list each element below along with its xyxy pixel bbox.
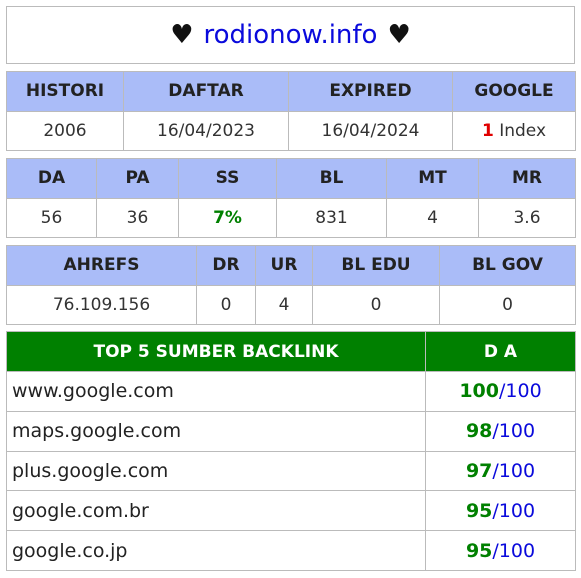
- value-da: 56: [6, 197, 97, 238]
- backlink-da-value: 95: [465, 499, 493, 522]
- header-ss: SS: [178, 158, 277, 199]
- backlink-da: 95/100: [425, 490, 576, 532]
- backlink-da-value: 97: [465, 459, 493, 482]
- backlink-domain[interactable]: google.co.jp: [6, 530, 426, 571]
- header-top-backlinks: TOP 5 SUMBER BACKLINK: [6, 331, 426, 372]
- backlink-da-max: /100: [492, 459, 536, 482]
- google-index-count: 1: [481, 120, 494, 141]
- header-bl-edu: BL EDU: [312, 245, 440, 286]
- site-name[interactable]: rodionow.info: [203, 20, 378, 50]
- value-ur: 4: [255, 284, 313, 325]
- value-ahrefs: 76.109.156: [6, 284, 197, 325]
- backlink-da-max: /100: [492, 539, 536, 562]
- value-ss: 7%: [178, 197, 277, 238]
- header-ahrefs: AHREFS: [6, 245, 197, 286]
- value-expired: 16/04/2024: [288, 110, 453, 151]
- value-bl: 831: [276, 197, 387, 238]
- header-bl-gov: BL GOV: [439, 245, 576, 286]
- header-daftar: DAFTAR: [123, 71, 289, 112]
- value-pa: 36: [96, 197, 179, 238]
- backlink-da-value: 95: [465, 539, 493, 562]
- site-title-box: ♥ rodionow.info ♥: [6, 6, 575, 64]
- header-mt: MT: [386, 158, 479, 199]
- backlink-domain[interactable]: maps.google.com: [6, 410, 426, 452]
- backlink-da: 95/100: [425, 530, 576, 571]
- backlink-da-value: 100: [459, 380, 499, 403]
- header-ur: UR: [255, 245, 313, 286]
- header-da-backlinks: D A: [425, 331, 576, 372]
- ahrefs-metrics-table: AHREFS DR UR BL EDU BL GOV 76.109.156 0 …: [6, 245, 576, 325]
- value-google: 1 Index: [452, 110, 576, 151]
- moz-metrics-table: DA PA SS BL MT MR 56 36 7% 831 4 3.6: [6, 158, 576, 238]
- header-histori: HISTORI: [6, 71, 124, 112]
- heart-icon-left: ♥: [170, 20, 194, 50]
- backlink-domain[interactable]: www.google.com: [6, 371, 426, 412]
- backlink-da: 100/100: [425, 371, 576, 412]
- domain-info-table: HISTORI DAFTAR EXPIRED GOOGLE 2006 16/04…: [6, 71, 576, 151]
- backlink-da-max: /100: [492, 420, 536, 443]
- header-mr: MR: [478, 158, 576, 199]
- backlink-da: 98/100: [425, 410, 576, 452]
- value-bl-gov: 0: [439, 284, 576, 325]
- backlink-table: TOP 5 SUMBER BACKLINK D A www.google.com…: [6, 331, 576, 571]
- value-mr: 3.6: [478, 197, 576, 238]
- value-dr: 0: [196, 284, 256, 325]
- header-da: DA: [6, 158, 97, 199]
- value-mt: 4: [386, 197, 479, 238]
- header-bl: BL: [276, 158, 387, 199]
- header-google: GOOGLE: [452, 71, 576, 112]
- backlink-da-value: 98: [465, 420, 493, 443]
- backlink-domain[interactable]: google.com.br: [6, 490, 426, 532]
- header-expired: EXPIRED: [288, 71, 453, 112]
- google-index-label: Index: [499, 120, 547, 141]
- header-pa: PA: [96, 158, 179, 199]
- value-daftar: 16/04/2023: [123, 110, 289, 151]
- value-bl-edu: 0: [312, 284, 440, 325]
- backlink-da-max: /100: [492, 499, 536, 522]
- header-dr: DR: [196, 245, 256, 286]
- heart-icon-right: ♥: [387, 20, 411, 50]
- backlink-da: 97/100: [425, 450, 576, 492]
- value-histori: 2006: [6, 110, 124, 151]
- backlink-domain[interactable]: plus.google.com: [6, 450, 426, 492]
- backlink-da-max: /100: [499, 380, 542, 403]
